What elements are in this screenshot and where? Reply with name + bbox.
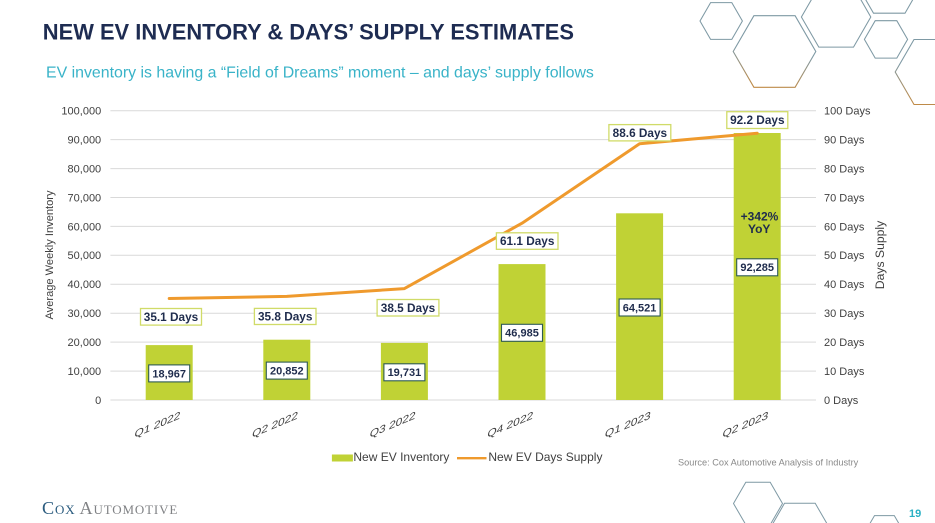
svg-text:88.6 Days: 88.6 Days bbox=[613, 126, 668, 140]
svg-text:70 Days: 70 Days bbox=[824, 192, 865, 204]
svg-text:35.1 Days: 35.1 Days bbox=[144, 310, 199, 324]
svg-text:0: 0 bbox=[95, 395, 101, 407]
svg-text:100,000: 100,000 bbox=[61, 106, 101, 118]
svg-text:50 Days: 50 Days bbox=[824, 250, 865, 262]
svg-text:100 Days: 100 Days bbox=[824, 106, 871, 118]
svg-text:46,985: 46,985 bbox=[505, 328, 539, 340]
svg-text:92,285: 92,285 bbox=[740, 262, 774, 274]
svg-text:40,000: 40,000 bbox=[68, 279, 102, 291]
svg-text:90 Days: 90 Days bbox=[824, 135, 865, 147]
svg-text:80,000: 80,000 bbox=[68, 164, 102, 176]
svg-text:70,000: 70,000 bbox=[68, 192, 102, 204]
svg-text:0 Days: 0 Days bbox=[824, 395, 859, 407]
svg-text:Days Supply: Days Supply bbox=[873, 220, 887, 289]
svg-text:20,000: 20,000 bbox=[68, 337, 102, 349]
svg-text:Average Weekly Inventory: Average Weekly Inventory bbox=[44, 190, 56, 320]
svg-text:Q4 2022: Q4 2022 bbox=[486, 408, 534, 440]
svg-text:10,000: 10,000 bbox=[68, 366, 102, 378]
svg-text:35.8 Days: 35.8 Days bbox=[258, 310, 313, 324]
svg-text:90,000: 90,000 bbox=[68, 135, 102, 147]
svg-text:19: 19 bbox=[909, 508, 921, 520]
svg-text:New EV Days Supply: New EV Days Supply bbox=[488, 450, 602, 464]
svg-text:EV inventory is having a “Fiel: EV inventory is having a “Field of Dream… bbox=[46, 65, 594, 82]
svg-text:61.1 Days: 61.1 Days bbox=[500, 234, 555, 248]
svg-text:Q2 2023: Q2 2023 bbox=[722, 408, 770, 440]
svg-text:+342%: +342% bbox=[741, 209, 779, 223]
svg-text:92.2 Days: 92.2 Days bbox=[730, 113, 785, 127]
svg-text:YoY: YoY bbox=[748, 222, 770, 236]
svg-text:Q1 2022: Q1 2022 bbox=[134, 408, 182, 440]
svg-text:New EV Inventory: New EV Inventory bbox=[353, 450, 449, 464]
svg-text:50,000: 50,000 bbox=[68, 250, 102, 262]
svg-text:20,852: 20,852 bbox=[270, 366, 304, 378]
svg-text:NEW EV INVENTORY & DAYS’ SUPPL: NEW EV INVENTORY & DAYS’ SUPPLY ESTIMATE… bbox=[43, 20, 574, 45]
svg-text:Q3 2022: Q3 2022 bbox=[369, 408, 417, 440]
svg-text:64,521: 64,521 bbox=[623, 302, 657, 314]
svg-text:19,731: 19,731 bbox=[388, 367, 422, 379]
svg-text:10 Days: 10 Days bbox=[824, 366, 865, 378]
svg-text:60,000: 60,000 bbox=[68, 221, 102, 233]
svg-text:30 Days: 30 Days bbox=[824, 308, 865, 320]
svg-text:80 Days: 80 Days bbox=[824, 164, 865, 176]
svg-text:40 Days: 40 Days bbox=[824, 279, 865, 291]
svg-text:Q2 2022: Q2 2022 bbox=[251, 408, 299, 440]
svg-text:18,967: 18,967 bbox=[152, 368, 186, 380]
svg-text:20 Days: 20 Days bbox=[824, 337, 865, 349]
svg-text:60 Days: 60 Days bbox=[824, 221, 865, 233]
svg-text:38.5 Days: 38.5 Days bbox=[381, 301, 436, 315]
svg-text:Source: Cox Automotive Analysi: Source: Cox Automotive Analysis of Indus… bbox=[678, 457, 859, 467]
svg-text:Q1 2023: Q1 2023 bbox=[604, 408, 652, 440]
svg-text:30,000: 30,000 bbox=[68, 308, 102, 320]
